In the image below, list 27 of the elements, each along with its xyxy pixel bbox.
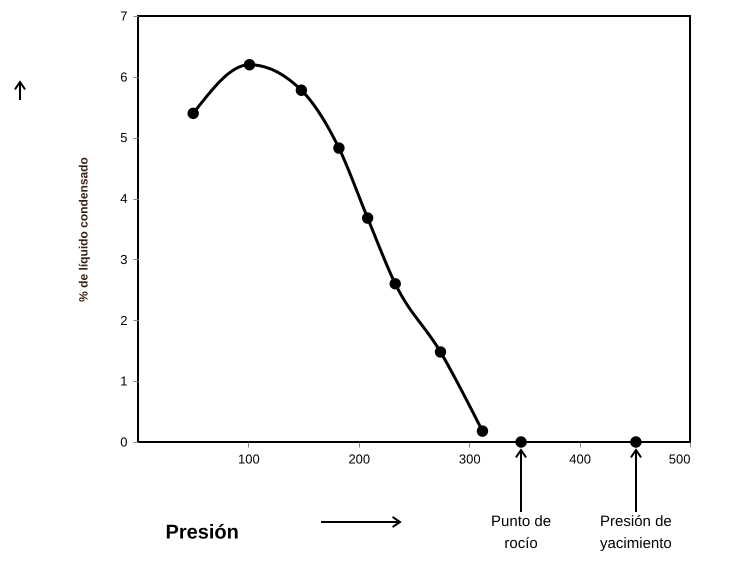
y-axis-title: % de líquido condensado — [76, 157, 90, 302]
point — [188, 108, 199, 120]
point — [434, 346, 446, 358]
point — [515, 436, 527, 448]
x-tick-label: 300 — [458, 452, 481, 466]
point — [244, 58, 256, 70]
point — [362, 212, 374, 224]
y-tick-label: 1 — [120, 374, 128, 389]
point — [333, 142, 345, 154]
y-tick-label: 7 — [120, 8, 128, 24]
annotation: Presión de yacimiento — [600, 513, 672, 552]
y-tick-label: 5 — [120, 130, 128, 146]
x-tick-label: 100 — [238, 452, 260, 466]
point — [390, 278, 401, 290]
point — [630, 436, 642, 448]
point — [296, 84, 308, 96]
x-tick-label: 500 — [668, 452, 690, 466]
y-tick-label: 2 — [120, 312, 128, 328]
x-tick-label: 200 — [348, 452, 370, 466]
x-axis-title: Presión — [166, 522, 239, 544]
point — [476, 425, 488, 437]
y-tick-label: 3 — [120, 252, 128, 267]
x-tick-label: 400 — [569, 452, 591, 466]
y-tick-label: 4 — [120, 191, 128, 206]
y-tick-label: 6 — [120, 69, 128, 84]
annotation: Punto de rocío — [491, 513, 552, 552]
y-tick-label: 0 — [120, 434, 128, 450]
